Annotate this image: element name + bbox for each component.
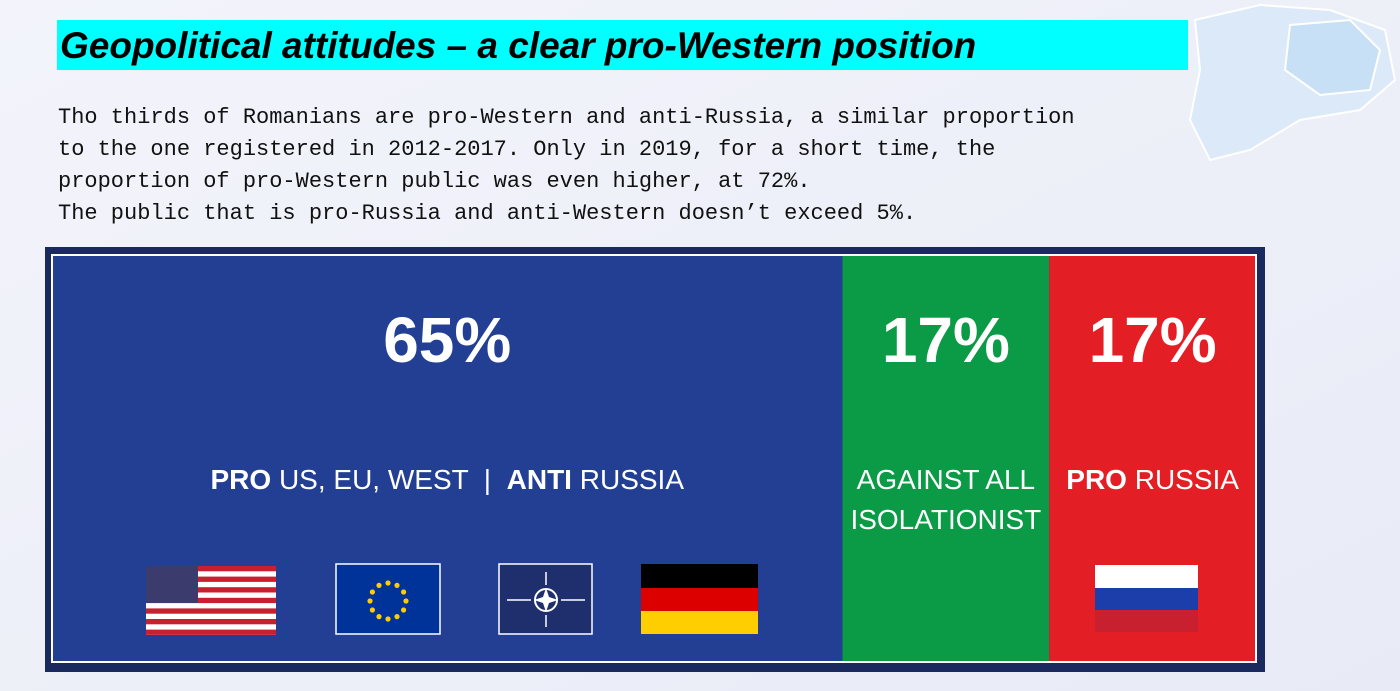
segment-label: AGAINST ALL [857, 464, 1035, 495]
segment [842, 255, 1050, 662]
map-decoration [1188, 3, 1397, 162]
segment-value: 65% [383, 304, 511, 376]
label-part: RUSSIA [572, 464, 684, 495]
paragraph-line: proportion of pro-Western public was eve… [58, 169, 811, 194]
title-highlight [57, 20, 1188, 70]
flag-eu [335, 563, 441, 635]
title: Geopolitical attitudes – a clear pro-Wes… [60, 25, 976, 66]
label-part: AGAINST ALL [857, 464, 1035, 495]
segment-value: 17% [1089, 304, 1217, 376]
paragraph-line: Tho thirds of Romanians are pro-Western … [58, 105, 1075, 130]
label-part: RUSSIA [1127, 464, 1239, 495]
segment-label: PRO US, EU, WEST | ANTI RUSSIA [210, 464, 684, 495]
flag-germany [641, 564, 758, 634]
segment-label: ISOLATIONIST [850, 504, 1041, 535]
label-part: ANTI [507, 464, 572, 495]
label-part: PRO [1066, 464, 1127, 495]
paragraph-line: to the one registered in 2012-2017. Only… [58, 137, 995, 162]
segment-label: PRO RUSSIA [1066, 464, 1239, 495]
flag-russia [1095, 565, 1198, 632]
paragraph-line: The public that is pro-Russia and anti-W… [58, 201, 916, 226]
flag-nato [498, 563, 593, 635]
paragraph: Tho thirds of Romanians are pro-Western … [58, 105, 1075, 226]
label-part: ISOLATIONIST [850, 504, 1041, 535]
flag-usa [146, 566, 276, 635]
label-part: PRO [210, 464, 271, 495]
label-part: US, EU, WEST | [271, 464, 506, 495]
panel-border [51, 254, 1257, 663]
segment-value: 17% [882, 304, 1010, 376]
